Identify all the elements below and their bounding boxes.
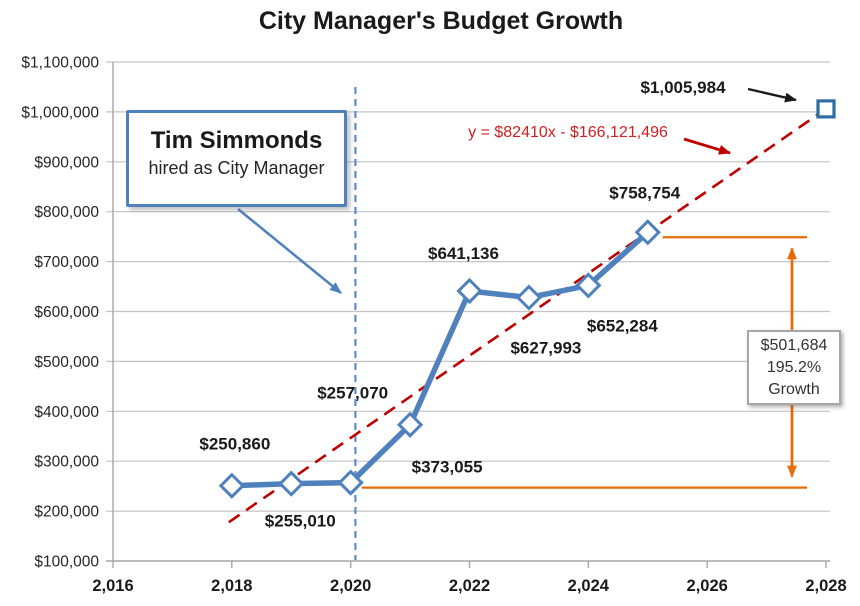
x-axis-tick-label: 2,020 (330, 577, 371, 595)
y-axis-tick-label: $300,000 (34, 454, 99, 471)
x-axis-tick-label: 2,016 (92, 577, 133, 595)
data-point-label: $250,860 (199, 435, 270, 454)
x-axis-tick-label: 2,018 (211, 577, 252, 595)
x-axis-tick-label: 2,022 (449, 577, 490, 595)
y-axis-tick-label: $100,000 (34, 554, 99, 571)
x-axis-tick-label: 2,026 (687, 577, 728, 595)
data-point-label: $627,993 (510, 339, 581, 358)
growth-percent-label: 195.2% (766, 359, 822, 376)
x-axis-tick-label: 2,024 (568, 577, 610, 595)
data-point-marker (218, 472, 245, 499)
data-point-marker (396, 411, 424, 438)
chart-title: City Manager's Budget Growth (258, 7, 624, 35)
data-point-label: $652,284 (587, 316, 658, 335)
y-axis-tick-label: $1,100,000 (21, 55, 99, 72)
y-axis-tick-label: $200,000 (34, 504, 99, 521)
hire-callout-arrow (237, 208, 342, 294)
data-point-label: $758,754 (609, 183, 680, 202)
data-point-marker (456, 277, 483, 305)
hire-annotation-subtitle: hired as City Manager (148, 158, 325, 178)
y-axis-tick-label: $500,000 (34, 354, 99, 371)
data-point-label: $257,070 (317, 384, 388, 403)
trend-equation-label: y = $82410x - $166,121,496 (468, 124, 668, 141)
y-axis-tick-label: $600,000 (34, 304, 99, 321)
y-axis-tick-label: $400,000 (34, 404, 99, 421)
hire-annotation-box: Tim Simmonds hired as City Manager (126, 110, 347, 207)
growth-word-label: Growth (768, 381, 820, 398)
hire-annotation-title: Tim Simmonds (150, 127, 323, 154)
y-axis-tick-label: $900,000 (34, 154, 99, 171)
data-point-marker (575, 272, 602, 299)
data-point-marker (337, 469, 364, 496)
y-axis-tick-label: $800,000 (34, 204, 99, 221)
data-point-label: $255,010 (265, 512, 336, 531)
x-axis-tick-label: 2,028 (805, 577, 846, 595)
data-point-label: $641,136 (428, 244, 499, 263)
y-axis-tick-label: $700,000 (34, 254, 99, 271)
growth-annotation-box: $501,684 195.2% Growth (747, 330, 841, 405)
projection-arrow (747, 87, 797, 103)
data-point-marker (278, 470, 305, 497)
data-point-label: $373,055 (412, 458, 483, 477)
trend-line (228, 107, 827, 524)
growth-amount-label: $501,684 (760, 337, 828, 354)
projection-marker (816, 99, 836, 119)
budget-line (229, 229, 651, 489)
data-point-marker (515, 284, 543, 311)
projection-label: $1,005,984 (640, 78, 726, 97)
data-point-marker (634, 219, 661, 246)
y-axis-tick-label: $1,000,000 (21, 104, 99, 121)
equation-arrow (683, 137, 731, 155)
